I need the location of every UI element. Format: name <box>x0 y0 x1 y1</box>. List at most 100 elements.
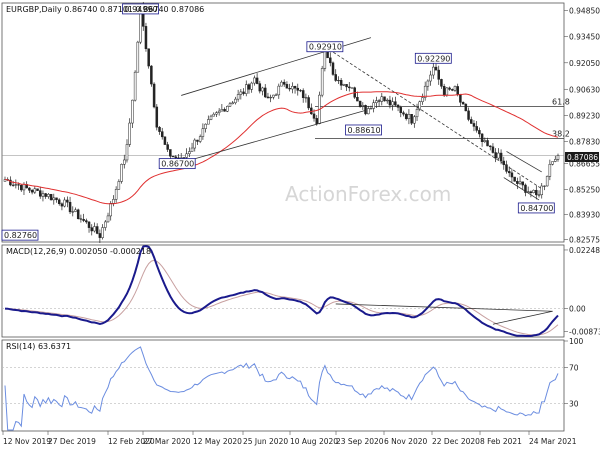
candle <box>350 87 354 89</box>
candle-body <box>475 126 478 131</box>
candle-body <box>3 179 7 182</box>
candle-body <box>491 146 495 153</box>
candle <box>521 181 525 190</box>
price-panel <box>1 2 565 243</box>
candle-body <box>394 101 397 106</box>
candle <box>71 206 75 217</box>
candle-body <box>74 209 77 212</box>
candle-body <box>253 77 256 84</box>
candle-body <box>380 96 384 102</box>
candle-body <box>415 109 419 118</box>
candle-body <box>125 144 129 161</box>
candle <box>160 127 164 140</box>
candle <box>288 83 291 92</box>
candle-body <box>356 96 359 102</box>
candle-body <box>442 86 446 96</box>
candle <box>74 207 77 213</box>
candle <box>356 91 359 102</box>
candle <box>85 218 88 224</box>
candle-body <box>421 97 424 103</box>
candle-body <box>456 86 459 95</box>
candle <box>375 96 378 109</box>
candle-body <box>551 161 554 165</box>
candle <box>540 183 543 199</box>
candle <box>47 192 50 199</box>
time-tick-label: 22 Dec 2020 <box>432 437 480 446</box>
candle <box>38 186 42 199</box>
channel-line <box>181 109 366 164</box>
candle-body <box>204 123 207 129</box>
candle <box>215 111 218 117</box>
candle <box>491 143 495 154</box>
candle <box>236 89 240 102</box>
candle-body <box>358 100 362 107</box>
macd-header: MACD(12,26,9) 0.002050 -0.000218 <box>6 247 151 256</box>
candle-body <box>220 109 224 112</box>
candle-body <box>263 87 267 98</box>
candle <box>169 149 172 160</box>
price-annotation: 0.92910 <box>306 41 344 53</box>
candle-body <box>160 131 164 138</box>
candle-body <box>223 109 226 112</box>
candle-body <box>128 122 131 145</box>
candle-body <box>391 101 394 106</box>
candle-body <box>488 145 492 148</box>
candle <box>63 197 66 208</box>
candle-body <box>320 68 324 96</box>
time-tick-label: 12 Feb 2020 <box>108 437 155 446</box>
candle <box>299 89 302 93</box>
rsi-tick-label: 100 <box>569 337 584 346</box>
candle <box>543 185 546 191</box>
candle-body <box>112 199 115 204</box>
candle-body <box>60 203 64 207</box>
candle <box>339 78 343 91</box>
candle-body <box>532 189 535 194</box>
candle-body <box>114 189 118 200</box>
macd-line <box>4 244 559 337</box>
candle <box>366 105 370 115</box>
candle <box>467 107 470 122</box>
candle-body <box>464 103 468 112</box>
candle-body <box>106 215 110 223</box>
candle-body <box>461 102 465 105</box>
candle-body <box>293 85 297 89</box>
candle-body <box>87 221 91 228</box>
candle-body <box>85 220 88 223</box>
candle-body <box>242 91 245 94</box>
downtrend-line <box>324 46 542 190</box>
candle-body <box>348 86 351 89</box>
candle-body <box>307 97 310 109</box>
candle <box>152 82 156 109</box>
candle <box>272 94 275 100</box>
candle <box>223 107 226 112</box>
candle-body <box>82 219 85 221</box>
candle-body <box>291 85 294 90</box>
candle <box>415 103 419 122</box>
candle <box>123 154 126 169</box>
candle-body <box>190 147 194 152</box>
candle <box>239 89 243 100</box>
candle <box>524 183 527 197</box>
rsi-header: RSI(14) 63.6371 <box>6 342 71 351</box>
candle-body <box>131 99 134 124</box>
candle-body <box>342 84 346 86</box>
candle <box>57 198 61 206</box>
candle-body <box>90 227 93 232</box>
time-tick-label: 12 May 2020 <box>193 437 242 446</box>
current-price-tag: 0.87086 <box>565 152 599 162</box>
candle-body <box>296 87 300 91</box>
candle-body <box>98 233 102 238</box>
candle-body <box>169 149 172 157</box>
candle-body <box>30 190 34 193</box>
price-tick-label: 0.92050 <box>569 59 600 68</box>
candle-body <box>301 90 305 98</box>
candle <box>475 121 478 133</box>
candle <box>190 142 194 152</box>
candle-body <box>377 100 381 102</box>
candle-body <box>399 107 403 113</box>
moving-average-line <box>4 91 559 205</box>
candle-body <box>513 176 516 182</box>
candle-body <box>11 184 15 186</box>
candle <box>358 100 362 108</box>
candle <box>163 136 167 145</box>
